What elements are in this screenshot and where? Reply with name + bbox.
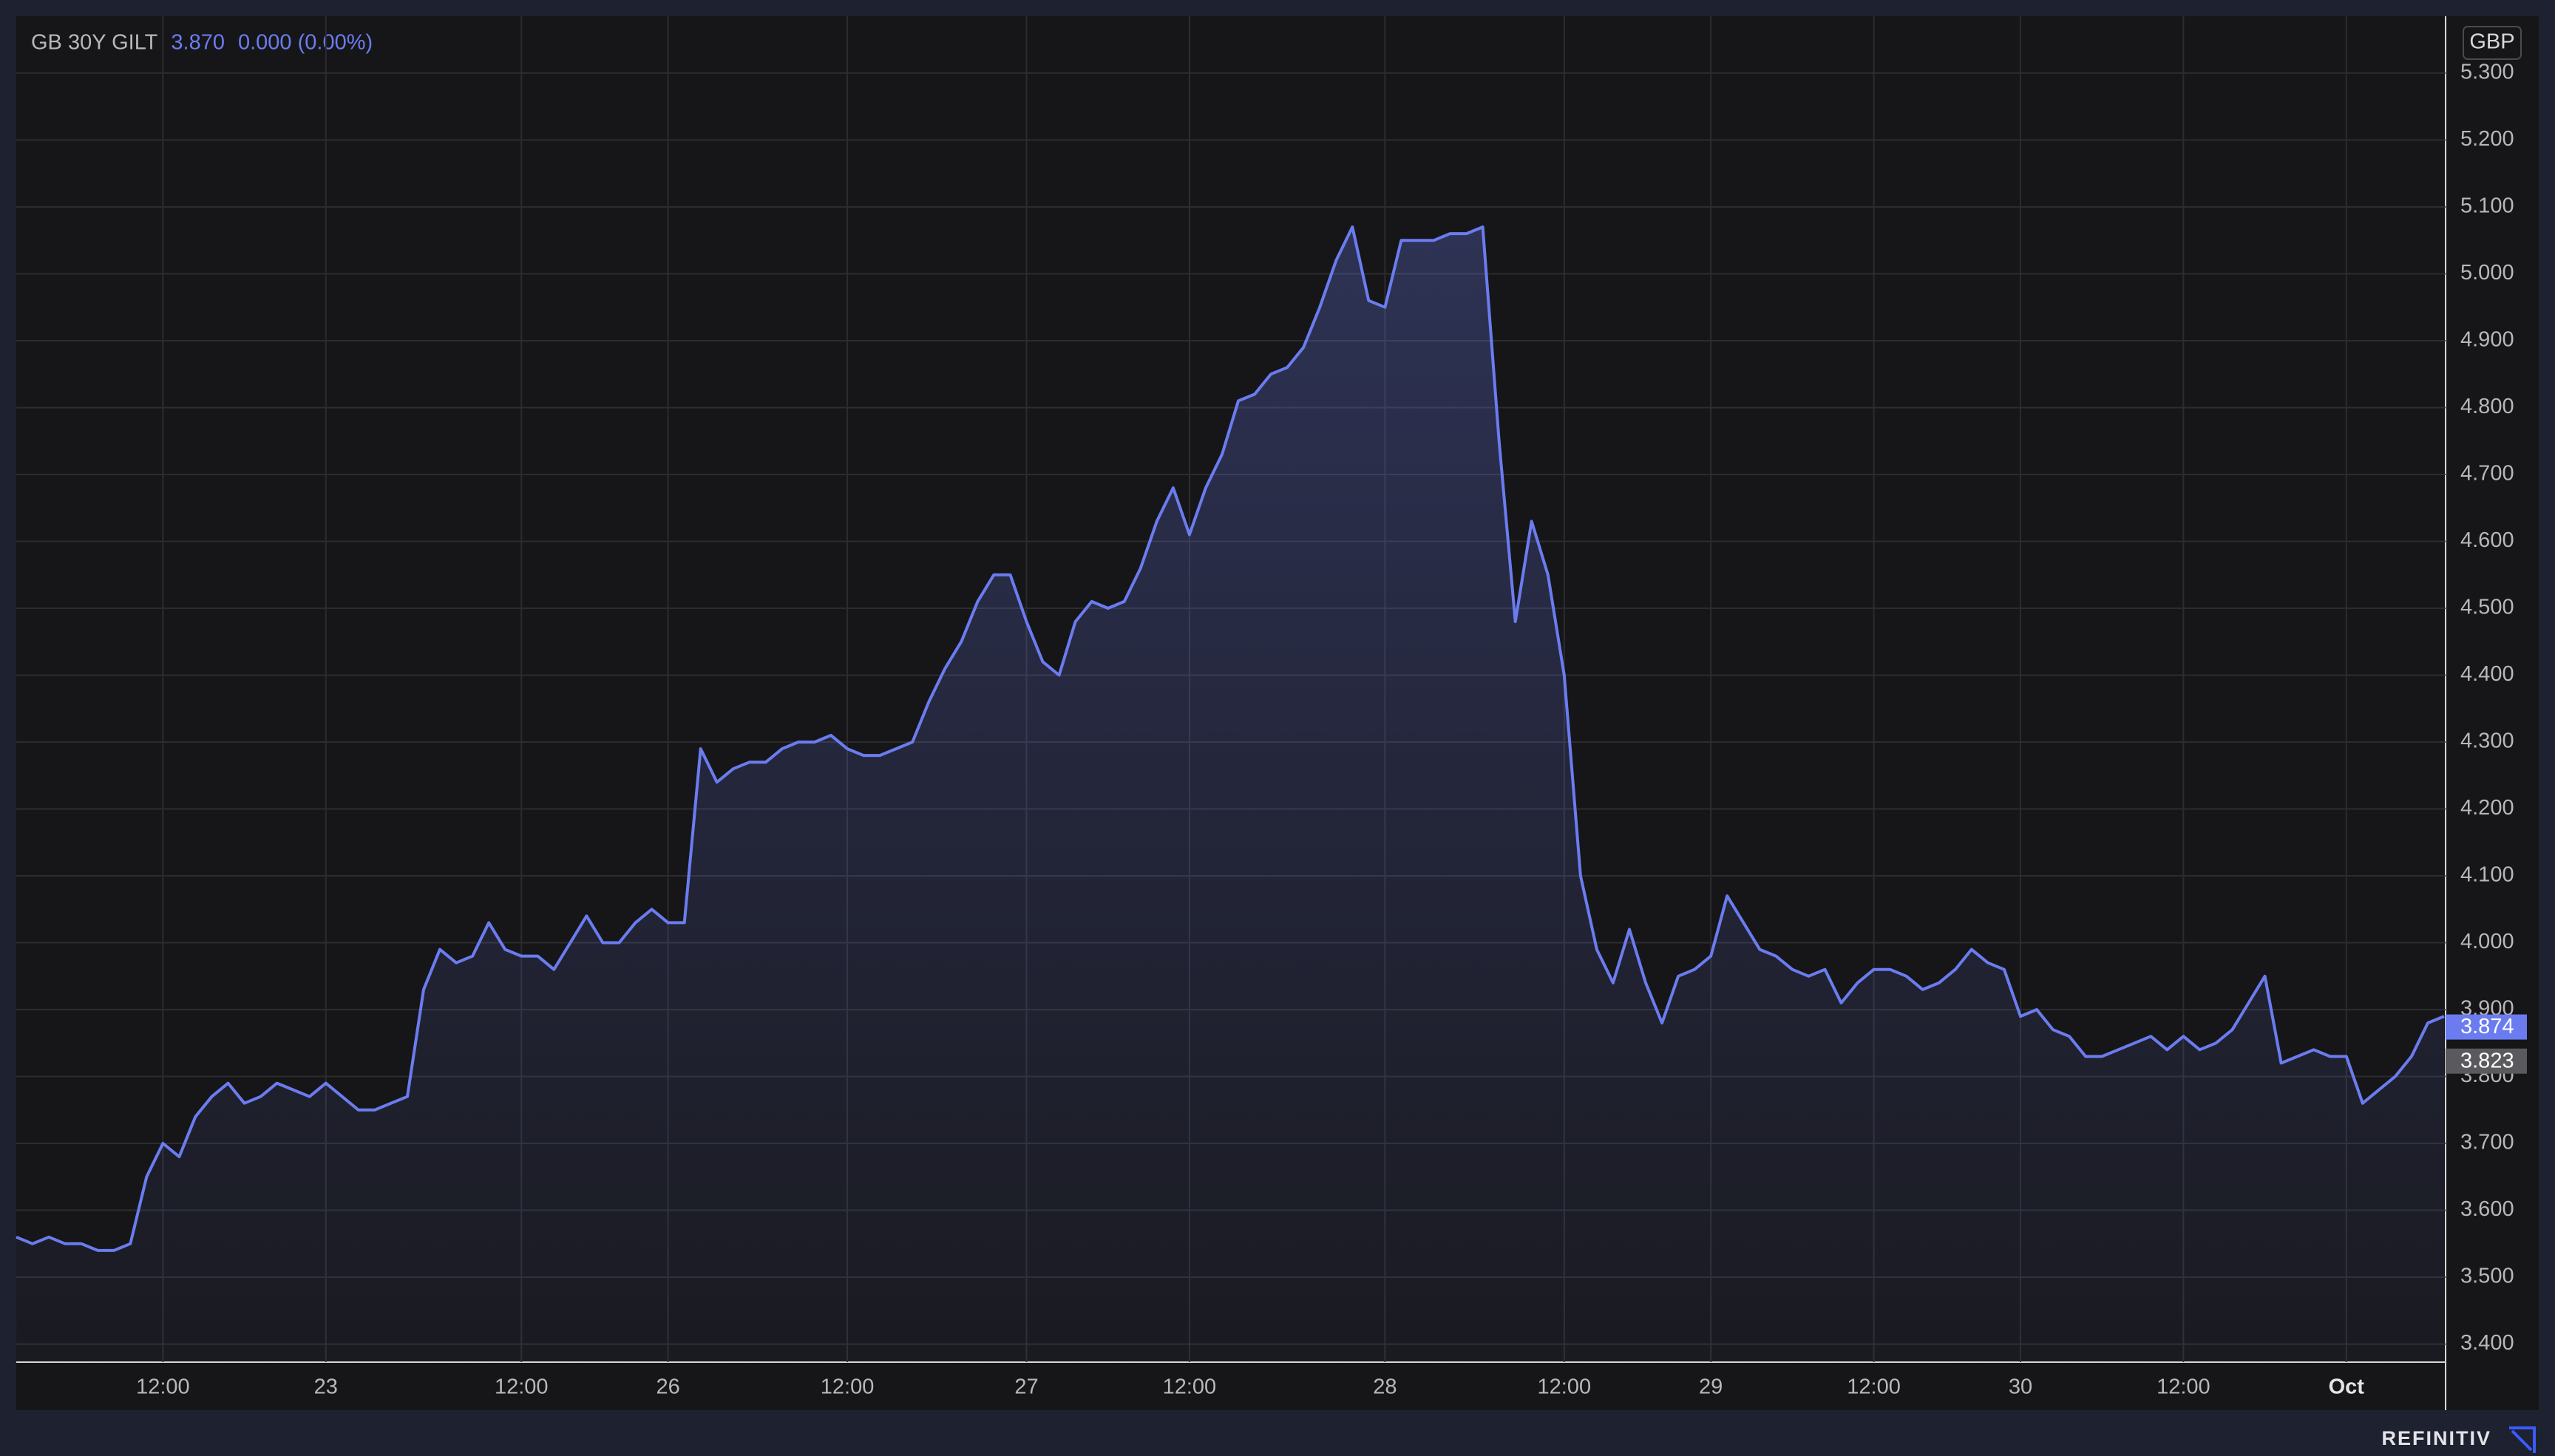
y-tick-label: 4.500 bbox=[2460, 596, 2514, 619]
y-tick-label: 4.700 bbox=[2460, 462, 2514, 486]
line bbox=[16, 225, 2445, 1252]
x-tick-label: Oct bbox=[2329, 1375, 2365, 1399]
change: 0.000 (0.00%) bbox=[238, 31, 373, 55]
chart-title: GB 30Y GILT bbox=[31, 31, 158, 55]
x-tick-label: 12:00 bbox=[821, 1375, 875, 1399]
y-tick-label: 4.900 bbox=[2460, 328, 2514, 352]
price-marker-label: 3.874 bbox=[2460, 1015, 2514, 1038]
y-tick-label: 4.400 bbox=[2460, 662, 2514, 686]
currency: GBP bbox=[2469, 30, 2514, 54]
brand-logo bbox=[2509, 1426, 2536, 1453]
y-tick-label: 4.300 bbox=[2460, 729, 2514, 753]
x-tick-label: 23 bbox=[314, 1375, 338, 1399]
y-tick-label: 4.100 bbox=[2460, 863, 2514, 887]
plot: 3.4003.5003.6003.7003.8003.9004.0004.100… bbox=[16, 16, 2514, 1399]
x-tick-label: 26 bbox=[656, 1375, 679, 1399]
y-tick-label: 5.100 bbox=[2460, 194, 2514, 218]
x-tick-label: 12:00 bbox=[2157, 1375, 2210, 1399]
y-tick-label: 4.000 bbox=[2460, 930, 2514, 953]
y-tick-label: 5.200 bbox=[2460, 127, 2514, 151]
x-tick-label: 27 bbox=[1014, 1375, 1038, 1399]
currency-box bbox=[2463, 26, 2522, 60]
x-tick-label: 12:00 bbox=[1847, 1375, 1901, 1399]
x-tick-label: 12:00 bbox=[1163, 1375, 1217, 1399]
area bbox=[16, 227, 2444, 1363]
x-tick-label: 28 bbox=[1373, 1375, 1397, 1399]
y-tick-label: 5.000 bbox=[2460, 261, 2514, 285]
brand: REFINITIV bbox=[2381, 1427, 2491, 1449]
price-marker-label: 3.823 bbox=[2460, 1049, 2514, 1072]
price-marker bbox=[2446, 1048, 2527, 1074]
y-tick-label: 3.600 bbox=[2460, 1197, 2514, 1221]
x-tick-label: 30 bbox=[2009, 1375, 2032, 1399]
price-marker bbox=[2446, 1014, 2527, 1040]
y-tick-label: 4.800 bbox=[2460, 395, 2514, 418]
x-tick-label: 12:00 bbox=[136, 1375, 190, 1399]
y-tick-label: 3.500 bbox=[2460, 1265, 2514, 1288]
x-tick-label: 29 bbox=[1699, 1375, 1723, 1399]
last-value: 3.870 bbox=[171, 31, 225, 55]
x-tick-label: 12:00 bbox=[495, 1375, 549, 1399]
y-tick-label: 4.600 bbox=[2460, 528, 2514, 552]
y-tick-label: 3.400 bbox=[2460, 1331, 2514, 1355]
x-tick-label: 12:00 bbox=[1538, 1375, 1592, 1399]
y-tick-label: 3.700 bbox=[2460, 1131, 2514, 1154]
y-tick-label: 5.300 bbox=[2460, 61, 2514, 84]
y-tick-label: 4.200 bbox=[2460, 796, 2514, 820]
